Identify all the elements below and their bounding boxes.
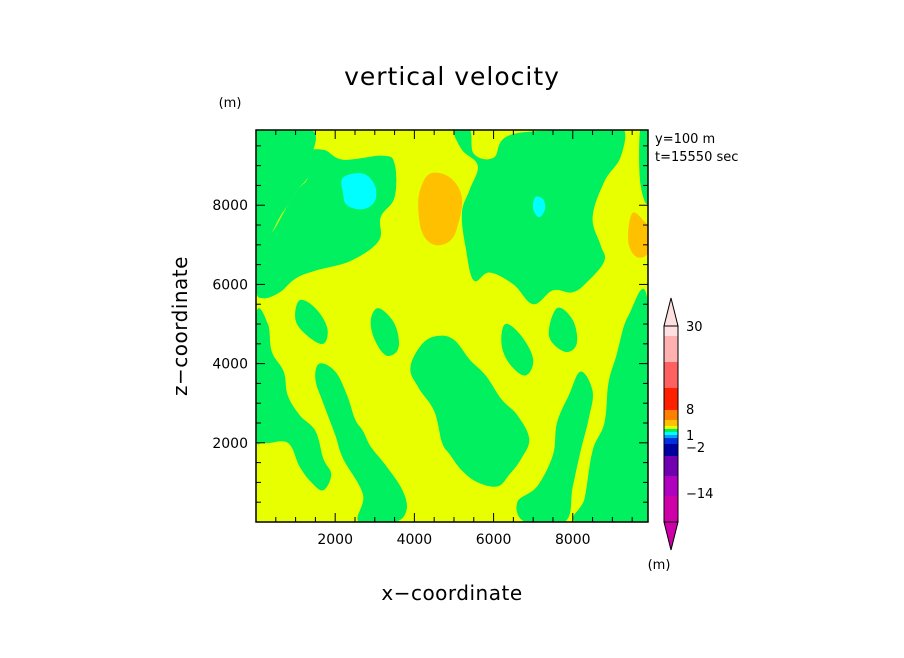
colorbar: 30 8 1−2 −14	[663, 297, 713, 551]
contour-region-orange-13	[418, 172, 463, 246]
colorbar-segment-13	[664, 336, 678, 362]
colorbar-label-0: 30	[686, 320, 703, 335]
colorbar-segment-9	[664, 420, 678, 426]
y-tick-label-4000: 4000	[212, 357, 248, 373]
contour-region-green-8	[516, 371, 593, 522]
contour-region-green-11	[501, 323, 534, 376]
colorbar-segment-1	[664, 476, 678, 496]
colorbar-segment-6	[664, 432, 678, 435]
x-tick-label-8000: 8000	[555, 532, 591, 548]
colorbar-segment-3	[664, 444, 678, 456]
y-axis-unit: (m)	[219, 96, 242, 111]
contour-regions	[256, 130, 648, 522]
x-tick-label-6000: 6000	[476, 532, 512, 548]
colorbar-segment-10	[664, 410, 678, 420]
colorbar-bottom-arrow	[663, 521, 679, 551]
y-tick-label-8000: 8000	[212, 198, 248, 214]
y-tick-label-2000: 2000	[212, 436, 248, 452]
y-tick-label-6000: 6000	[212, 277, 248, 293]
contour-region-cyan-15	[341, 173, 377, 210]
contour-region-green-7	[410, 335, 530, 487]
colorbar-unit: (m)	[648, 558, 671, 573]
plot-frame	[255, 129, 649, 523]
axis-ticks: 2000 4000 6000 8000 2000 4000 6000 8000	[212, 130, 648, 548]
colorbar-label-4: −14	[686, 487, 713, 502]
annotation-time: t=15550 sec	[655, 150, 738, 165]
colorbar-segment-14	[664, 326, 678, 336]
colorbar-segment-2	[664, 456, 678, 476]
contour-region-green-0	[256, 130, 316, 258]
x-tick-label-2000: 2000	[317, 532, 353, 548]
x-tick-label-4000: 4000	[397, 532, 433, 548]
annotation-block: y=100 m t=15550 sec	[655, 132, 738, 165]
contour-region-green-10	[370, 308, 400, 357]
colorbar-segment-5	[664, 435, 678, 438]
plot-area: 2000 4000 6000 8000 2000 4000 6000 8000	[212, 129, 649, 548]
colorbar-frame	[663, 325, 679, 523]
y-axis-label: z−coordinate	[168, 256, 192, 396]
contour-region-green-6	[315, 363, 407, 522]
colorbar-segment-7	[664, 429, 678, 432]
colorbar-top-arrow	[663, 297, 679, 327]
colorbar-segment-12	[664, 362, 678, 388]
colorbar-label-3: −2	[686, 441, 705, 456]
contour-region-green-9	[295, 299, 328, 345]
contour-region-green-4	[572, 288, 648, 522]
annotation-y-position: y=100 m	[655, 132, 715, 147]
chart-title: vertical velocity	[344, 62, 560, 91]
contour-region-orange-14	[628, 212, 648, 258]
colorbar-segment-11	[664, 388, 678, 410]
contour-region-green-5	[256, 308, 332, 491]
colorbar-label-2: 1	[686, 429, 694, 444]
colorbar-label-1: 8	[686, 403, 694, 418]
x-axis-label: x−coordinate	[381, 581, 522, 605]
colorbar-segment-4	[664, 438, 678, 444]
colorbar-segment-0	[664, 496, 678, 522]
contour-region-green-12	[548, 307, 578, 353]
contour-region-green-2	[453, 130, 626, 305]
colorbar-segment-8	[664, 426, 678, 429]
contour-region-cyan-16	[532, 196, 546, 218]
